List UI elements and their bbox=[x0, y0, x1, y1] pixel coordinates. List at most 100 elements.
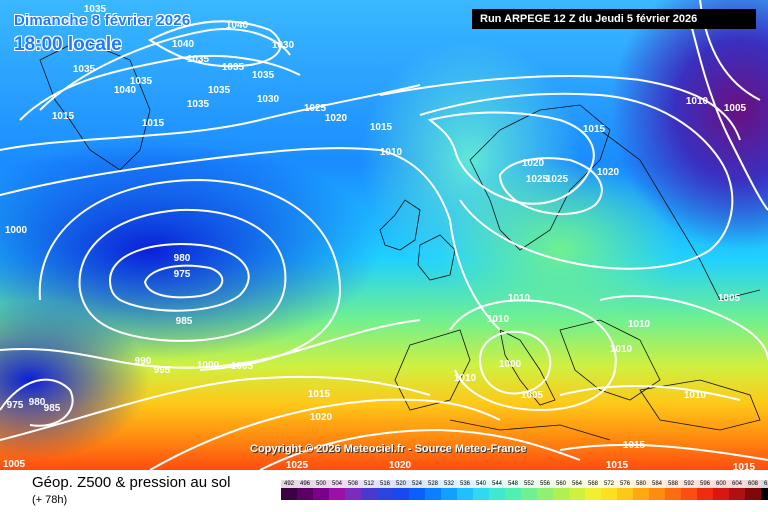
isobar-label: 1010 bbox=[610, 344, 633, 355]
isobar-label: 1015 bbox=[623, 440, 646, 451]
isobar-label: 1015 bbox=[583, 124, 606, 135]
legend-level-label: 608 bbox=[745, 480, 761, 488]
legend-level-label: 548 bbox=[505, 480, 521, 488]
legend-level-label: 572 bbox=[601, 480, 617, 488]
legend-swatch: 528 bbox=[425, 480, 441, 500]
legend-level-label: 612 bbox=[761, 480, 768, 488]
isobar-label: 1005 bbox=[231, 361, 254, 372]
copyright-notice: Copyright © 2026 Meteociel.fr - Source M… bbox=[250, 443, 527, 455]
legend-level-label: 576 bbox=[617, 480, 633, 488]
color-scale-legend: 492 496 500 504 508 512 516 520 524 528 532 536 540 5… bbox=[281, 480, 768, 500]
legend-swatch: 536 bbox=[457, 480, 473, 500]
isobar-label: 1005 bbox=[718, 293, 741, 304]
isobar-label: 1020 bbox=[389, 460, 412, 470]
legend-swatch: 544 bbox=[489, 480, 505, 500]
legend-level-label: 524 bbox=[409, 480, 425, 488]
legend-level-label: 596 bbox=[697, 480, 713, 488]
isobar-label: 1040 bbox=[226, 20, 249, 31]
isobar-label: 1025 bbox=[286, 460, 309, 470]
legend-swatch: 584 bbox=[649, 480, 665, 500]
legend-level-label: 552 bbox=[521, 480, 537, 488]
legend-swatch: 532 bbox=[441, 480, 457, 500]
legend-swatch: 504 bbox=[329, 480, 345, 500]
isobar-label: 990 bbox=[135, 356, 152, 367]
legend-level-label: 592 bbox=[681, 480, 697, 488]
legend-level-label: 568 bbox=[585, 480, 601, 488]
isobar-label: 1015 bbox=[142, 118, 165, 129]
isobar-label: 1010 bbox=[454, 373, 477, 384]
legend-swatch: 568 bbox=[585, 480, 601, 500]
isobar-label: 1035 bbox=[84, 4, 107, 15]
legend-swatch: 564 bbox=[569, 480, 585, 500]
low-pressure-zone bbox=[610, 0, 768, 250]
legend-swatch: 492 bbox=[281, 480, 297, 500]
isobar-label: 1035 bbox=[187, 99, 210, 110]
legend-swatch: 560 bbox=[553, 480, 569, 500]
isobar-label: 1025 bbox=[304, 103, 327, 114]
legend-level-label: 540 bbox=[473, 480, 489, 488]
isobar-label: 1005 bbox=[724, 103, 747, 114]
legend-swatch: 524 bbox=[409, 480, 425, 500]
legend-swatch: 500 bbox=[313, 480, 329, 500]
isobar-label: 1015 bbox=[606, 460, 629, 470]
isobar-label: 980 bbox=[29, 397, 46, 408]
isobar-label: 1015 bbox=[52, 111, 75, 122]
isobar-label: 1035 bbox=[222, 62, 245, 73]
isobar-label: 1010 bbox=[684, 390, 707, 401]
legend-level-label: 492 bbox=[281, 480, 297, 488]
valid-date: Dimanche 8 février 2026 bbox=[14, 12, 191, 29]
legend-swatch: 604 bbox=[729, 480, 745, 500]
legend-swatch: 508 bbox=[345, 480, 361, 500]
legend-swatch: 520 bbox=[393, 480, 409, 500]
isobar-label: 1035 bbox=[130, 76, 153, 87]
low-pressure-zone bbox=[0, 300, 150, 460]
legend-level-label: 528 bbox=[425, 480, 441, 488]
isobar-label: 985 bbox=[176, 316, 193, 327]
legend-swatch: 572 bbox=[601, 480, 617, 500]
isobar-label: 1025 bbox=[546, 174, 569, 185]
isobar-label: 1005 bbox=[3, 459, 26, 470]
isobar-label: 1040 bbox=[114, 85, 137, 96]
legend-swatch: 608 bbox=[745, 480, 761, 500]
run-info: Run ARPEGE 12 Z du Jeudi 5 février 2026 bbox=[472, 9, 756, 29]
isobar-label: 1025 bbox=[526, 174, 549, 185]
legend-swatch: 496 bbox=[297, 480, 313, 500]
isobar-label: 1010 bbox=[380, 147, 403, 158]
isobar-label: 1000 bbox=[499, 359, 522, 370]
legend-swatch: 548 bbox=[505, 480, 521, 500]
legend-swatch: 576 bbox=[617, 480, 633, 500]
legend-level-label: 496 bbox=[297, 480, 313, 488]
legend-level-label: 544 bbox=[489, 480, 505, 488]
isobar-label: 1015 bbox=[733, 462, 756, 470]
legend-level-label: 580 bbox=[633, 480, 649, 488]
lead-time: (+ 78h) bbox=[32, 494, 68, 506]
isobar-label: 975 bbox=[174, 269, 191, 280]
legend-swatch: 588 bbox=[665, 480, 681, 500]
isobars bbox=[0, 0, 768, 470]
legend-level-label: 564 bbox=[569, 480, 585, 488]
legend-level-label: 504 bbox=[329, 480, 345, 488]
isobar-label: 1010 bbox=[508, 293, 531, 304]
legend-level-label: 588 bbox=[665, 480, 681, 488]
isobar-label: 1005 bbox=[521, 390, 544, 401]
isobar-label: 1000 bbox=[5, 225, 28, 236]
isobar-label: 1035 bbox=[187, 54, 210, 65]
isobar-label: 1030 bbox=[272, 40, 295, 51]
isobar-label: 1020 bbox=[597, 167, 620, 178]
legend-level-label: 512 bbox=[361, 480, 377, 488]
legend-level-label: 508 bbox=[345, 480, 361, 488]
legend-level-label: 584 bbox=[649, 480, 665, 488]
low-pressure-zone bbox=[0, 140, 380, 360]
legend-level-label: 604 bbox=[729, 480, 745, 488]
legend-swatch: 512 bbox=[361, 480, 377, 500]
isobar-label: 1015 bbox=[370, 122, 393, 133]
legend-level-label: 556 bbox=[537, 480, 553, 488]
isobar-label: 995 bbox=[154, 365, 171, 376]
isobar-label: 1035 bbox=[208, 85, 231, 96]
coastlines bbox=[39, 39, 761, 441]
legend-swatch: 592 bbox=[681, 480, 697, 500]
ridge-zone bbox=[440, 160, 680, 340]
legend-swatch: 552 bbox=[521, 480, 537, 500]
isobar-label: 985 bbox=[44, 403, 61, 414]
